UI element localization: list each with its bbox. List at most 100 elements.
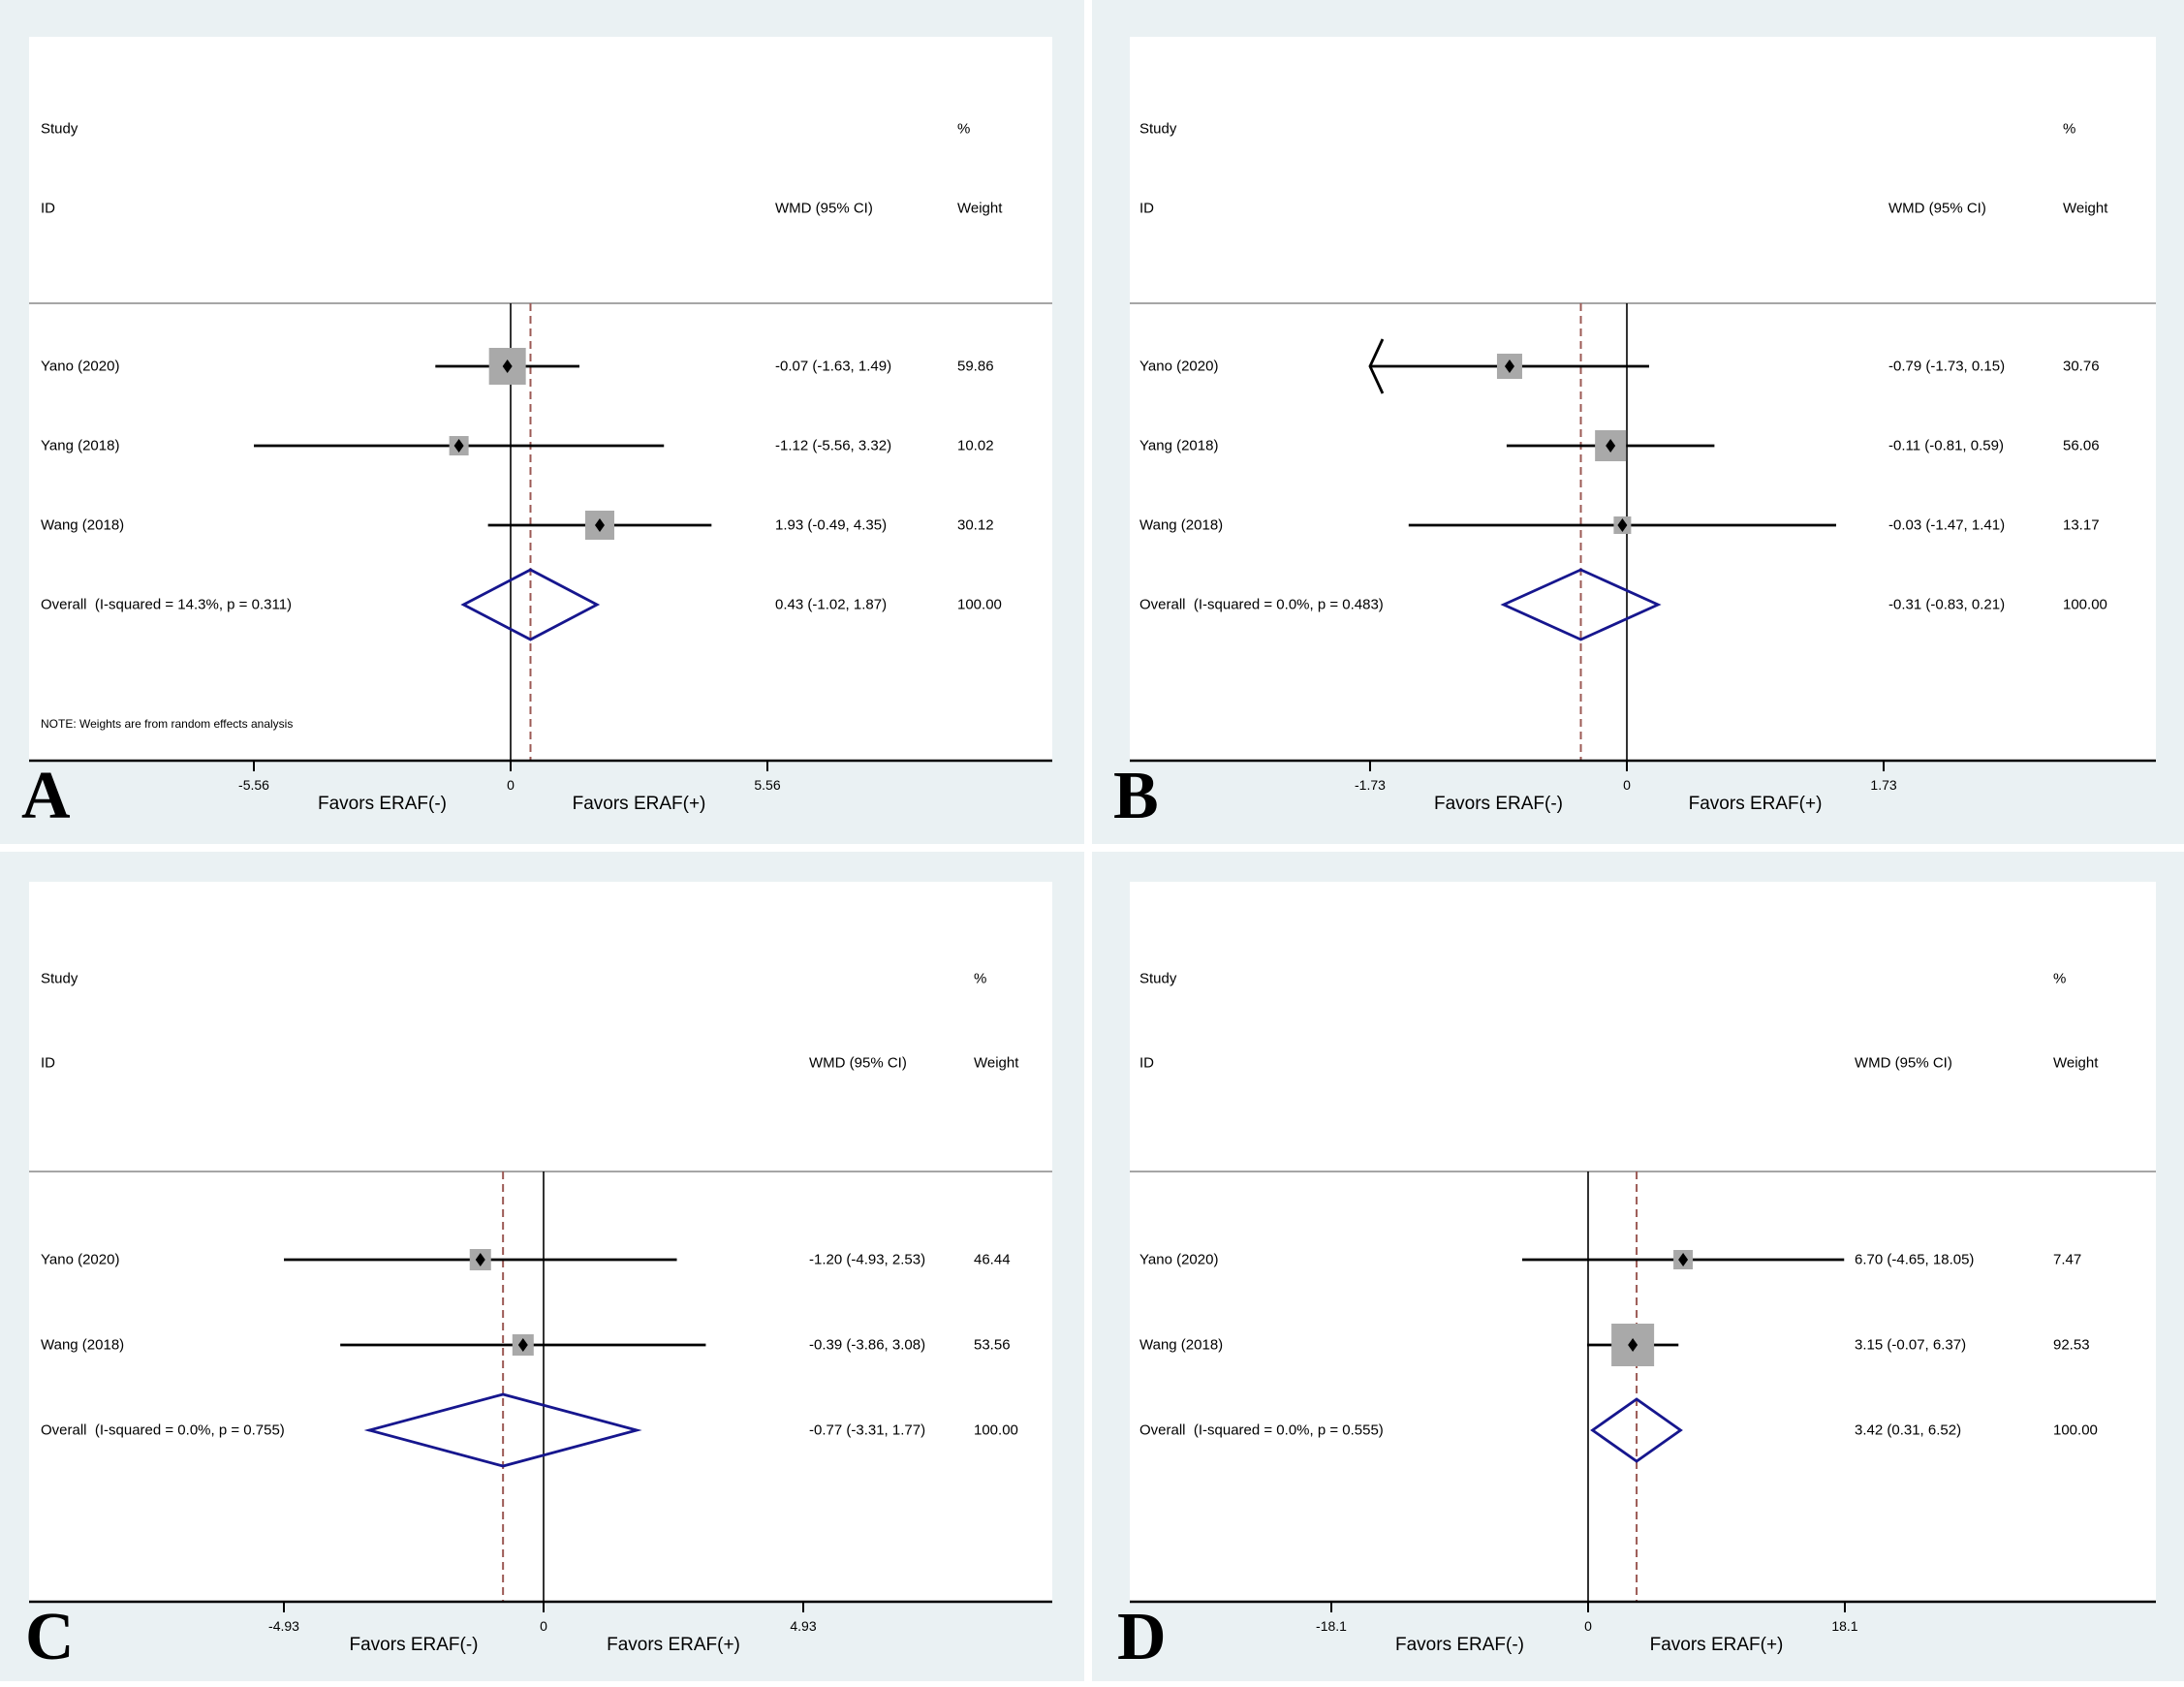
header-weight: Weight bbox=[957, 200, 1003, 217]
header-weight: Weight bbox=[2053, 1054, 2099, 1072]
header-weight: Weight bbox=[974, 1054, 1019, 1072]
study-label: Yang (2018) bbox=[1139, 437, 1219, 454]
favors-right-label: Favors ERAF(+) bbox=[572, 794, 706, 815]
overall-label: Overall (I-squared = 0.0%, p = 0.755) bbox=[41, 1421, 285, 1439]
favors-left-label: Favors ERAF(-) bbox=[318, 794, 447, 815]
favors-left-label: Favors ERAF(-) bbox=[1433, 794, 1563, 815]
plot-area bbox=[1130, 37, 2156, 761]
overall-weight-value: 100.00 bbox=[957, 596, 1002, 613]
x-tick-label: 0 bbox=[1623, 776, 1631, 793]
forest-panel-C: -4.93 0 4.93 Favors ERAF(-) Favors ERAF(+) St… bbox=[0, 852, 1084, 1681]
overall-diamond bbox=[363, 1392, 642, 1468]
study-wmd-value: -1.20 (-4.93, 2.53) bbox=[809, 1251, 926, 1268]
study-label: Yano (2020) bbox=[41, 1251, 120, 1268]
overall-wmd-value: -0.77 (-3.31, 1.77) bbox=[809, 1421, 926, 1439]
study-weight-value: 10.02 bbox=[957, 437, 994, 454]
header-percent: % bbox=[2063, 120, 2076, 138]
overall-weight-value: 100.00 bbox=[2053, 1421, 2098, 1439]
study-label: Yano (2020) bbox=[41, 358, 120, 375]
x-tick-label: 18.1 bbox=[1831, 1617, 1858, 1634]
x-tick-label: 0 bbox=[540, 1617, 547, 1634]
x-tick-label: -4.93 bbox=[268, 1617, 299, 1634]
plot-area bbox=[1130, 882, 2156, 1602]
plot-graphics-layer bbox=[29, 302, 1052, 771]
study-weight-value: 13.17 bbox=[2063, 516, 2100, 534]
overall-diamond bbox=[1590, 1397, 1683, 1463]
favors-left-label: Favors ERAF(-) bbox=[1395, 1635, 1524, 1656]
panel-letter-label: A bbox=[21, 759, 71, 833]
header-id: ID bbox=[1139, 1054, 1154, 1072]
favors-left-label: Favors ERAF(-) bbox=[349, 1635, 479, 1656]
header-study: Study bbox=[1139, 970, 1177, 987]
study-wmd-value: -0.07 (-1.63, 1.49) bbox=[775, 358, 892, 375]
study-wmd-value: 6.70 (-4.65, 18.05) bbox=[1855, 1251, 1975, 1268]
plot-graphics-layer bbox=[1130, 302, 2156, 771]
favors-right-label: Favors ERAF(+) bbox=[1688, 794, 1823, 815]
study-label: Yang (2018) bbox=[41, 437, 120, 454]
study-wmd-value: 1.93 (-0.49, 4.35) bbox=[775, 516, 888, 534]
study-label: Yano (2020) bbox=[1139, 1251, 1219, 1268]
point-estimate-marker bbox=[1678, 1253, 1689, 1266]
header-study: Study bbox=[41, 970, 78, 987]
x-tick-label: 0 bbox=[1584, 1617, 1592, 1634]
x-tick-label: 0 bbox=[507, 776, 515, 793]
forest-panel-A: -5.56 0 5.56 Favors ERAF(-) Favors ERAF(+) St… bbox=[0, 0, 1084, 844]
study-weight-value: 56.06 bbox=[2063, 437, 2100, 454]
x-tick-label: -1.73 bbox=[1354, 776, 1386, 793]
point-estimate-marker bbox=[1504, 359, 1514, 373]
point-estimate-marker bbox=[475, 1253, 485, 1266]
plot-area bbox=[29, 37, 1052, 761]
header-percent: % bbox=[974, 970, 987, 987]
header-id: ID bbox=[41, 1054, 55, 1072]
x-tick-label: -18.1 bbox=[1316, 1617, 1347, 1634]
header-weight: Weight bbox=[2063, 200, 2108, 217]
plot-graphics-layer bbox=[29, 1171, 1052, 1612]
x-tick-label: -5.56 bbox=[238, 776, 269, 793]
header-wmd-ci: WMD (95% CI) bbox=[1855, 1054, 1952, 1072]
x-tick-label: 4.93 bbox=[790, 1617, 817, 1634]
study-label: Yano (2020) bbox=[1139, 358, 1219, 375]
ci-clipped-left-arrow bbox=[1368, 338, 1385, 394]
study-wmd-value: -1.12 (-5.56, 3.32) bbox=[775, 437, 892, 454]
header-id: ID bbox=[1139, 200, 1154, 217]
overall-wmd-value: 0.43 (-1.02, 1.87) bbox=[775, 596, 888, 613]
study-wmd-value: -0.39 (-3.86, 3.08) bbox=[809, 1336, 926, 1354]
overall-weight-value: 100.00 bbox=[2063, 596, 2107, 613]
overall-diamond bbox=[460, 568, 601, 641]
header-id: ID bbox=[41, 200, 55, 217]
study-label: Wang (2018) bbox=[41, 1336, 125, 1354]
study-wmd-value: -0.03 (-1.47, 1.41) bbox=[1888, 516, 2006, 534]
study-wmd-value: -0.11 (-0.81, 0.59) bbox=[1888, 437, 2004, 454]
study-weight-value: 59.86 bbox=[957, 358, 994, 375]
header-percent: % bbox=[957, 120, 971, 138]
point-estimate-marker bbox=[517, 1338, 528, 1352]
study-weight-value: 30.76 bbox=[2063, 358, 2100, 375]
point-estimate-marker bbox=[1606, 439, 1616, 453]
header-study: Study bbox=[41, 120, 78, 138]
study-weight-value: 7.47 bbox=[2053, 1251, 2082, 1268]
study-wmd-value: 3.15 (-0.07, 6.37) bbox=[1855, 1336, 1967, 1354]
overall-label: Overall (I-squared = 14.3%, p = 0.311) bbox=[41, 596, 293, 613]
overall-label: Overall (I-squared = 0.0%, p = 0.555) bbox=[1139, 1421, 1384, 1439]
overall-wmd-value: 3.42 (0.31, 6.52) bbox=[1855, 1421, 1962, 1439]
header-percent: % bbox=[2053, 970, 2067, 987]
plot-area bbox=[29, 882, 1052, 1602]
x-tick-label: 1.73 bbox=[1870, 776, 1897, 793]
point-estimate-marker bbox=[1617, 518, 1628, 532]
panel-letter-label: D bbox=[1117, 1600, 1167, 1674]
study-weight-value: 92.53 bbox=[2053, 1336, 2090, 1354]
point-estimate-marker bbox=[1628, 1338, 1638, 1352]
study-wmd-value: -0.79 (-1.73, 0.15) bbox=[1888, 358, 2006, 375]
panel-letter-label: C bbox=[25, 1600, 75, 1674]
random-effects-note: NOTE: Weights are from random effects an… bbox=[41, 717, 294, 732]
overall-diamond bbox=[1500, 568, 1662, 641]
header-wmd-ci: WMD (95% CI) bbox=[1888, 200, 1986, 217]
overall-weight-value: 100.00 bbox=[974, 1421, 1018, 1439]
point-estimate-marker bbox=[502, 359, 513, 373]
study-label: Wang (2018) bbox=[1139, 1336, 1224, 1354]
favors-right-label: Favors ERAF(+) bbox=[607, 1635, 740, 1656]
x-tick-label: 5.56 bbox=[754, 776, 781, 793]
study-weight-value: 46.44 bbox=[974, 1251, 1011, 1268]
study-weight-value: 30.12 bbox=[957, 516, 994, 534]
